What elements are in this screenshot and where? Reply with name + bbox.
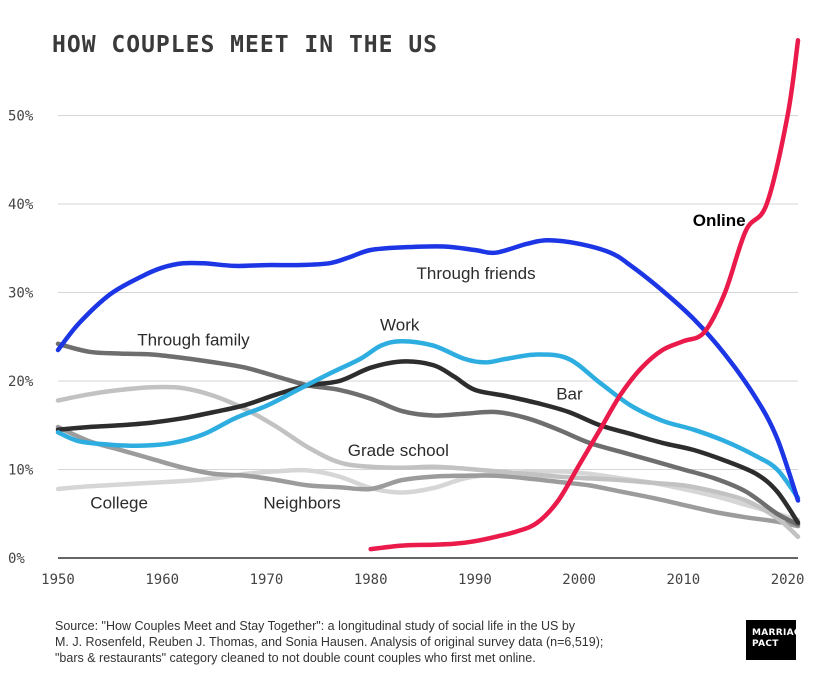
series-label-through-family: Through family xyxy=(137,331,250,350)
line-chart: HOW COUPLES MEET IN THE US 0% 10% 20% 30% 40… xyxy=(8,32,804,588)
series-label-work: Work xyxy=(380,316,420,335)
x-tick-label: 2020 xyxy=(771,572,805,588)
y-tick-label: 40% xyxy=(8,197,34,213)
series-label-bar: Bar xyxy=(556,385,583,404)
series-line-through-friends xyxy=(55,238,801,503)
series-line-grade-school xyxy=(55,384,801,540)
y-tick-label: 30% xyxy=(8,286,34,302)
series-lines xyxy=(55,38,801,552)
source-line-3: "bars & restaurants" category cleaned to… xyxy=(55,651,536,665)
series-labels: Through friends Online Work Bar Through fami… xyxy=(90,211,745,512)
x-axis-ticks: 1950 1960 1970 1980 1990 2000 2010 2020 xyxy=(41,572,804,588)
series-line-through-family xyxy=(55,341,801,527)
series-label-online: Online xyxy=(693,211,746,230)
x-tick-label: 1960 xyxy=(145,572,179,588)
series-label-neighbors: Neighbors xyxy=(263,493,341,512)
x-tick-label: 2000 xyxy=(562,572,596,588)
x-tick-label: 2010 xyxy=(666,572,700,588)
x-tick-label: 1950 xyxy=(41,572,75,588)
logo-line-1: MARRIAGE xyxy=(752,628,809,638)
x-tick-label: 1990 xyxy=(458,572,492,588)
x-tick-label: 1980 xyxy=(354,572,388,588)
series-label-grade-school: Grade school xyxy=(348,441,449,460)
series-label-through-friends: Through friends xyxy=(417,264,536,283)
source-note: Source: "How Couples Meet and Stay Toget… xyxy=(55,618,695,666)
chart-title: HOW COUPLES MEET IN THE US xyxy=(52,32,438,58)
x-tick-label: 1970 xyxy=(250,572,284,588)
logo-line-2: PACT xyxy=(752,639,779,649)
source-line-1: Source: "How Couples Meet and Stay Toget… xyxy=(55,619,576,633)
series-label-college: College xyxy=(90,493,148,512)
series-line-bar xyxy=(55,359,801,525)
source-line-2: M. J. Rosenfeld, Reuben J. Thomas, and S… xyxy=(55,635,604,649)
series-line-online xyxy=(368,38,801,552)
series-line-college xyxy=(55,467,801,523)
marriage-pact-logo: MARRIAGE PACT xyxy=(746,620,809,660)
series-line-work xyxy=(55,338,801,501)
series-line-neighbors xyxy=(55,424,801,529)
y-tick-label: 20% xyxy=(8,374,34,390)
gridlines xyxy=(58,115,798,470)
y-tick-label: 0% xyxy=(8,551,25,567)
y-tick-label: 50% xyxy=(8,109,34,125)
y-tick-label: 10% xyxy=(8,463,34,479)
y-axis-ticks: 0% 10% 20% 30% 40% 50% xyxy=(8,109,34,568)
